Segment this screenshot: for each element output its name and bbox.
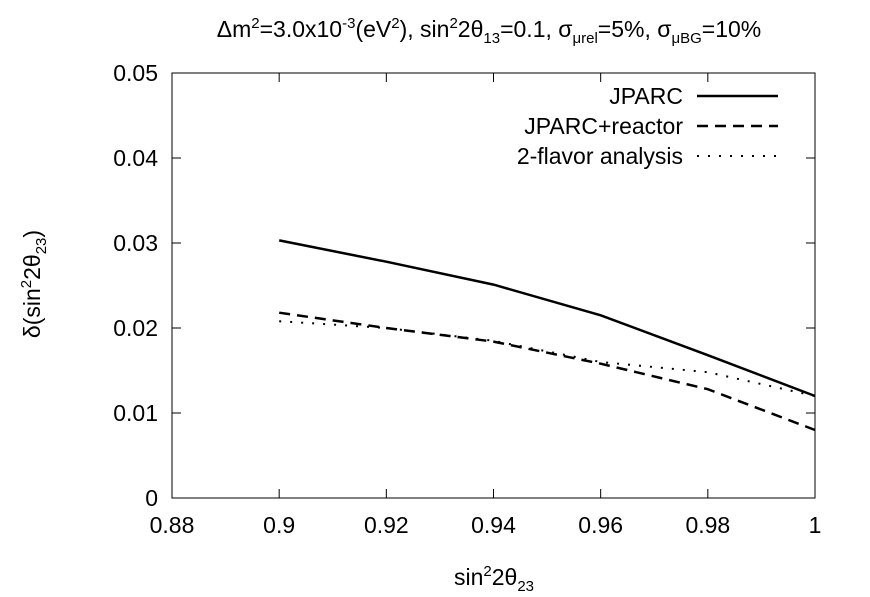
series-line-2 <box>279 311 816 432</box>
x-tick-label: 0.94 <box>471 512 516 538</box>
axis-ticks: 0.88 0.9 0.92 0.94 0.96 0.98 1 0 0.01 0.02 0.03 0.0… <box>113 60 821 538</box>
series-line-1 <box>278 239 816 398</box>
x-tick-label: 1 <box>809 512 822 538</box>
series-lines <box>278 239 816 432</box>
x-tick-label: 0.92 <box>364 512 409 538</box>
y-tick-label: 0.04 <box>113 145 158 171</box>
legend-label-1: JPARC <box>609 83 683 109</box>
x-tick-label: 0.9 <box>263 512 295 538</box>
y-tick-label: 0.03 <box>113 230 158 256</box>
y-axis-label: δ(sin22θ23) <box>18 230 50 338</box>
legend-label-2: JPARC+reactor <box>524 113 683 139</box>
chart-title: Δm2=3.0x10-3(eV2), sin22θ13=0.1, σμrel=5… <box>217 15 762 47</box>
x-tick-label: 0.98 <box>685 512 730 538</box>
series-line-3 <box>279 320 816 397</box>
y-tick-label: 0.05 <box>113 60 158 86</box>
x-tick-label: 0.88 <box>150 512 195 538</box>
y-tick-label: 0 <box>145 485 158 511</box>
y-tick-label: 0.01 <box>113 400 158 426</box>
legend: JPARC JPARC+reactor 2-flavor analysis <box>517 83 778 169</box>
plot-frame <box>171 72 816 499</box>
x-axis-label: sin22θ23 <box>454 563 534 595</box>
y-tick-label: 0.02 <box>113 315 158 341</box>
x-tick-label: 0.96 <box>578 512 623 538</box>
legend-label-3: 2-flavor analysis <box>517 143 683 169</box>
